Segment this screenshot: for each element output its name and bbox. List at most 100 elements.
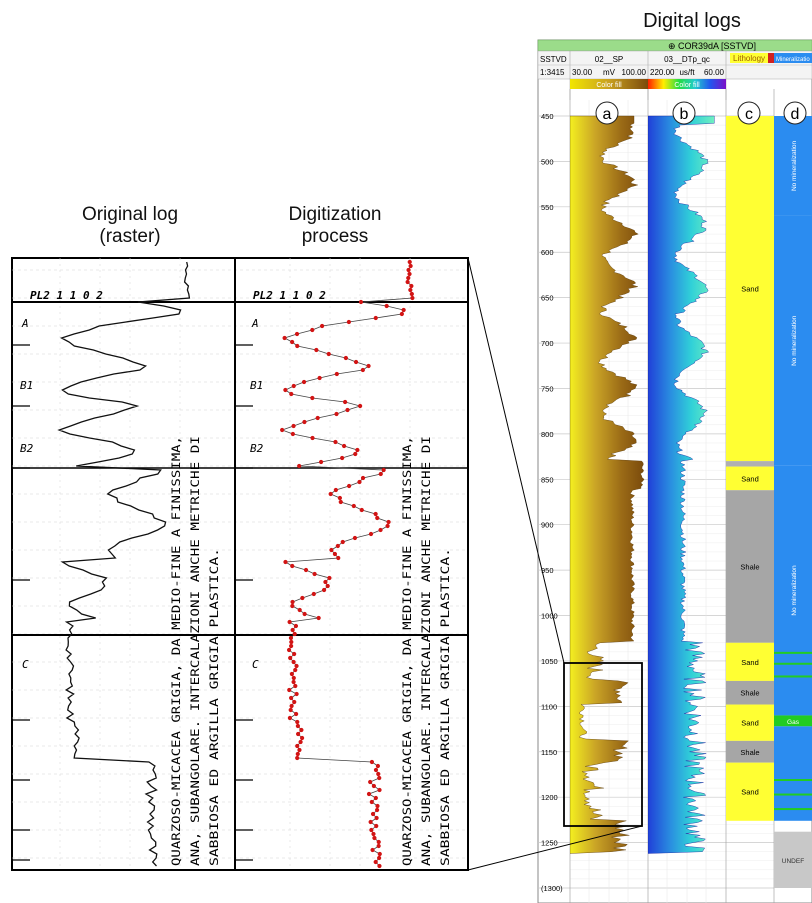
digitized-point bbox=[373, 767, 379, 773]
digitized-point bbox=[341, 443, 347, 449]
digitized-point bbox=[333, 439, 338, 445]
digitized-point bbox=[302, 611, 307, 617]
mineralization-block bbox=[774, 465, 812, 716]
digitized-point bbox=[293, 683, 298, 689]
lithology-label: Shale bbox=[740, 689, 759, 698]
digitized-point bbox=[345, 407, 350, 413]
zone-label-b2-right: B2 bbox=[250, 442, 264, 455]
raster-panels: PL2 1 1 0 2 PL2 1 1 0 2 A B1 B2 C A B1 B… bbox=[11, 257, 469, 871]
digitized-point bbox=[374, 807, 380, 813]
digitized-point bbox=[408, 287, 413, 293]
digitized-point bbox=[368, 819, 373, 825]
digitized-point bbox=[374, 823, 379, 829]
panel-b-circle bbox=[672, 101, 696, 125]
digitized-point bbox=[347, 483, 352, 489]
panel-c-circle bbox=[737, 101, 761, 125]
digitized-point bbox=[351, 503, 356, 509]
lithology-block bbox=[726, 704, 774, 741]
digitized-point bbox=[334, 411, 339, 417]
digitized-point bbox=[287, 619, 292, 625]
digitized-point bbox=[301, 379, 307, 385]
dt-log-curve bbox=[648, 115, 715, 854]
raster-curve-original bbox=[57, 261, 191, 867]
digitized-point bbox=[373, 315, 378, 321]
digitized-point bbox=[375, 763, 381, 769]
depth-tick-label: 950 bbox=[541, 566, 554, 575]
digitized-point bbox=[377, 787, 382, 793]
mineralization-block bbox=[774, 215, 812, 466]
mineral-streak bbox=[774, 651, 812, 654]
dt-min: 220.00 bbox=[650, 68, 675, 77]
depth-tick-label: 750 bbox=[541, 384, 554, 393]
depth-tick-label: 450 bbox=[541, 112, 554, 121]
raster-frame bbox=[11, 257, 469, 871]
mineralization-block bbox=[774, 726, 812, 821]
digitized-point bbox=[378, 471, 383, 477]
digitized-point bbox=[297, 747, 302, 753]
digitized-point bbox=[288, 635, 294, 641]
lithology-label: Sand bbox=[741, 474, 759, 483]
lithology-label: Sand bbox=[741, 719, 759, 728]
lithology-label: Shale bbox=[740, 748, 759, 757]
digitized-point bbox=[289, 639, 294, 645]
digitized-point bbox=[289, 695, 294, 701]
digitized-point bbox=[290, 627, 295, 633]
digitized-point bbox=[290, 599, 295, 605]
digitized-point bbox=[405, 279, 410, 285]
sp-color-fill-bar bbox=[570, 79, 648, 89]
digitized-point bbox=[355, 447, 360, 453]
digitized-point bbox=[358, 403, 363, 409]
digitized-point bbox=[291, 659, 296, 665]
digitization-title-line2: process bbox=[301, 226, 369, 247]
digital-log-panel: ⊕ COR39dA [SSTVD] SSTVD 1:3415 02__SP 30… bbox=[537, 39, 812, 903]
description-line-1-right: QUARZOSO-MICACEA GRIGIA, DA MEDIO-FINE A… bbox=[400, 436, 414, 866]
zone-label-c-left: C bbox=[22, 658, 29, 671]
depth-labels: 450 500 550 600 650 700 750 800 850 900 950 1000 105… bbox=[541, 112, 563, 893]
digitized-point bbox=[346, 319, 351, 325]
digitized-point bbox=[311, 591, 316, 597]
depth-tick-label: 600 bbox=[541, 248, 554, 257]
digitized-point bbox=[353, 359, 359, 365]
digitized-point bbox=[401, 307, 406, 313]
digitized-point bbox=[303, 567, 309, 573]
digitized-point bbox=[283, 387, 288, 393]
digitized-point bbox=[373, 859, 378, 865]
digitized-point bbox=[369, 759, 375, 765]
lithology-block bbox=[726, 490, 774, 643]
digitized-point bbox=[314, 347, 319, 353]
digitized-point bbox=[369, 799, 374, 805]
mineral-streak bbox=[774, 808, 812, 811]
depth-tick-label: 550 bbox=[541, 203, 554, 212]
zone-label-b2-left: B2 bbox=[20, 442, 34, 455]
digitized-point bbox=[295, 723, 300, 729]
panel-letter-b: b bbox=[680, 106, 689, 123]
sp-fill-label: Color fill bbox=[596, 82, 622, 89]
panel-letter-d: d bbox=[791, 106, 800, 123]
description-line-3-right: SABBIOSA ED ARGILLA GRIGIA PLASTICA. bbox=[438, 548, 452, 866]
digitized-point bbox=[360, 475, 366, 481]
digitized-point bbox=[291, 383, 296, 389]
digitized-point bbox=[287, 715, 293, 721]
panel-letters: a b c d bbox=[595, 101, 807, 125]
lithology-label: Sand bbox=[741, 285, 759, 294]
digitized-point bbox=[294, 691, 299, 697]
digitized-point bbox=[286, 647, 292, 653]
depth-tick-label: 700 bbox=[541, 339, 554, 348]
digitized-point bbox=[410, 295, 415, 301]
zone-label-b1-left: B1 bbox=[20, 379, 33, 392]
lithology-header: Lithology bbox=[733, 54, 765, 63]
digitized-point bbox=[302, 419, 307, 425]
digitized-point bbox=[294, 331, 300, 337]
digitized-point bbox=[357, 479, 362, 485]
digitized-point bbox=[409, 283, 414, 289]
digitized-point bbox=[384, 303, 389, 309]
digitized-point bbox=[374, 815, 379, 821]
raster-description-right: QUARZOSO-MICACEA GRIGIA, DA MEDIO-FINE A… bbox=[400, 436, 452, 866]
mineral-header: Mineralizatio bbox=[776, 57, 810, 63]
digitized-point bbox=[334, 371, 339, 377]
depth-tick-label: 1150 bbox=[541, 748, 557, 757]
well-header: ⊕ COR39dA [SSTVD] bbox=[668, 41, 756, 51]
digitized-point bbox=[343, 355, 348, 361]
digitized-point bbox=[295, 719, 300, 725]
digitized-point bbox=[287, 687, 292, 693]
